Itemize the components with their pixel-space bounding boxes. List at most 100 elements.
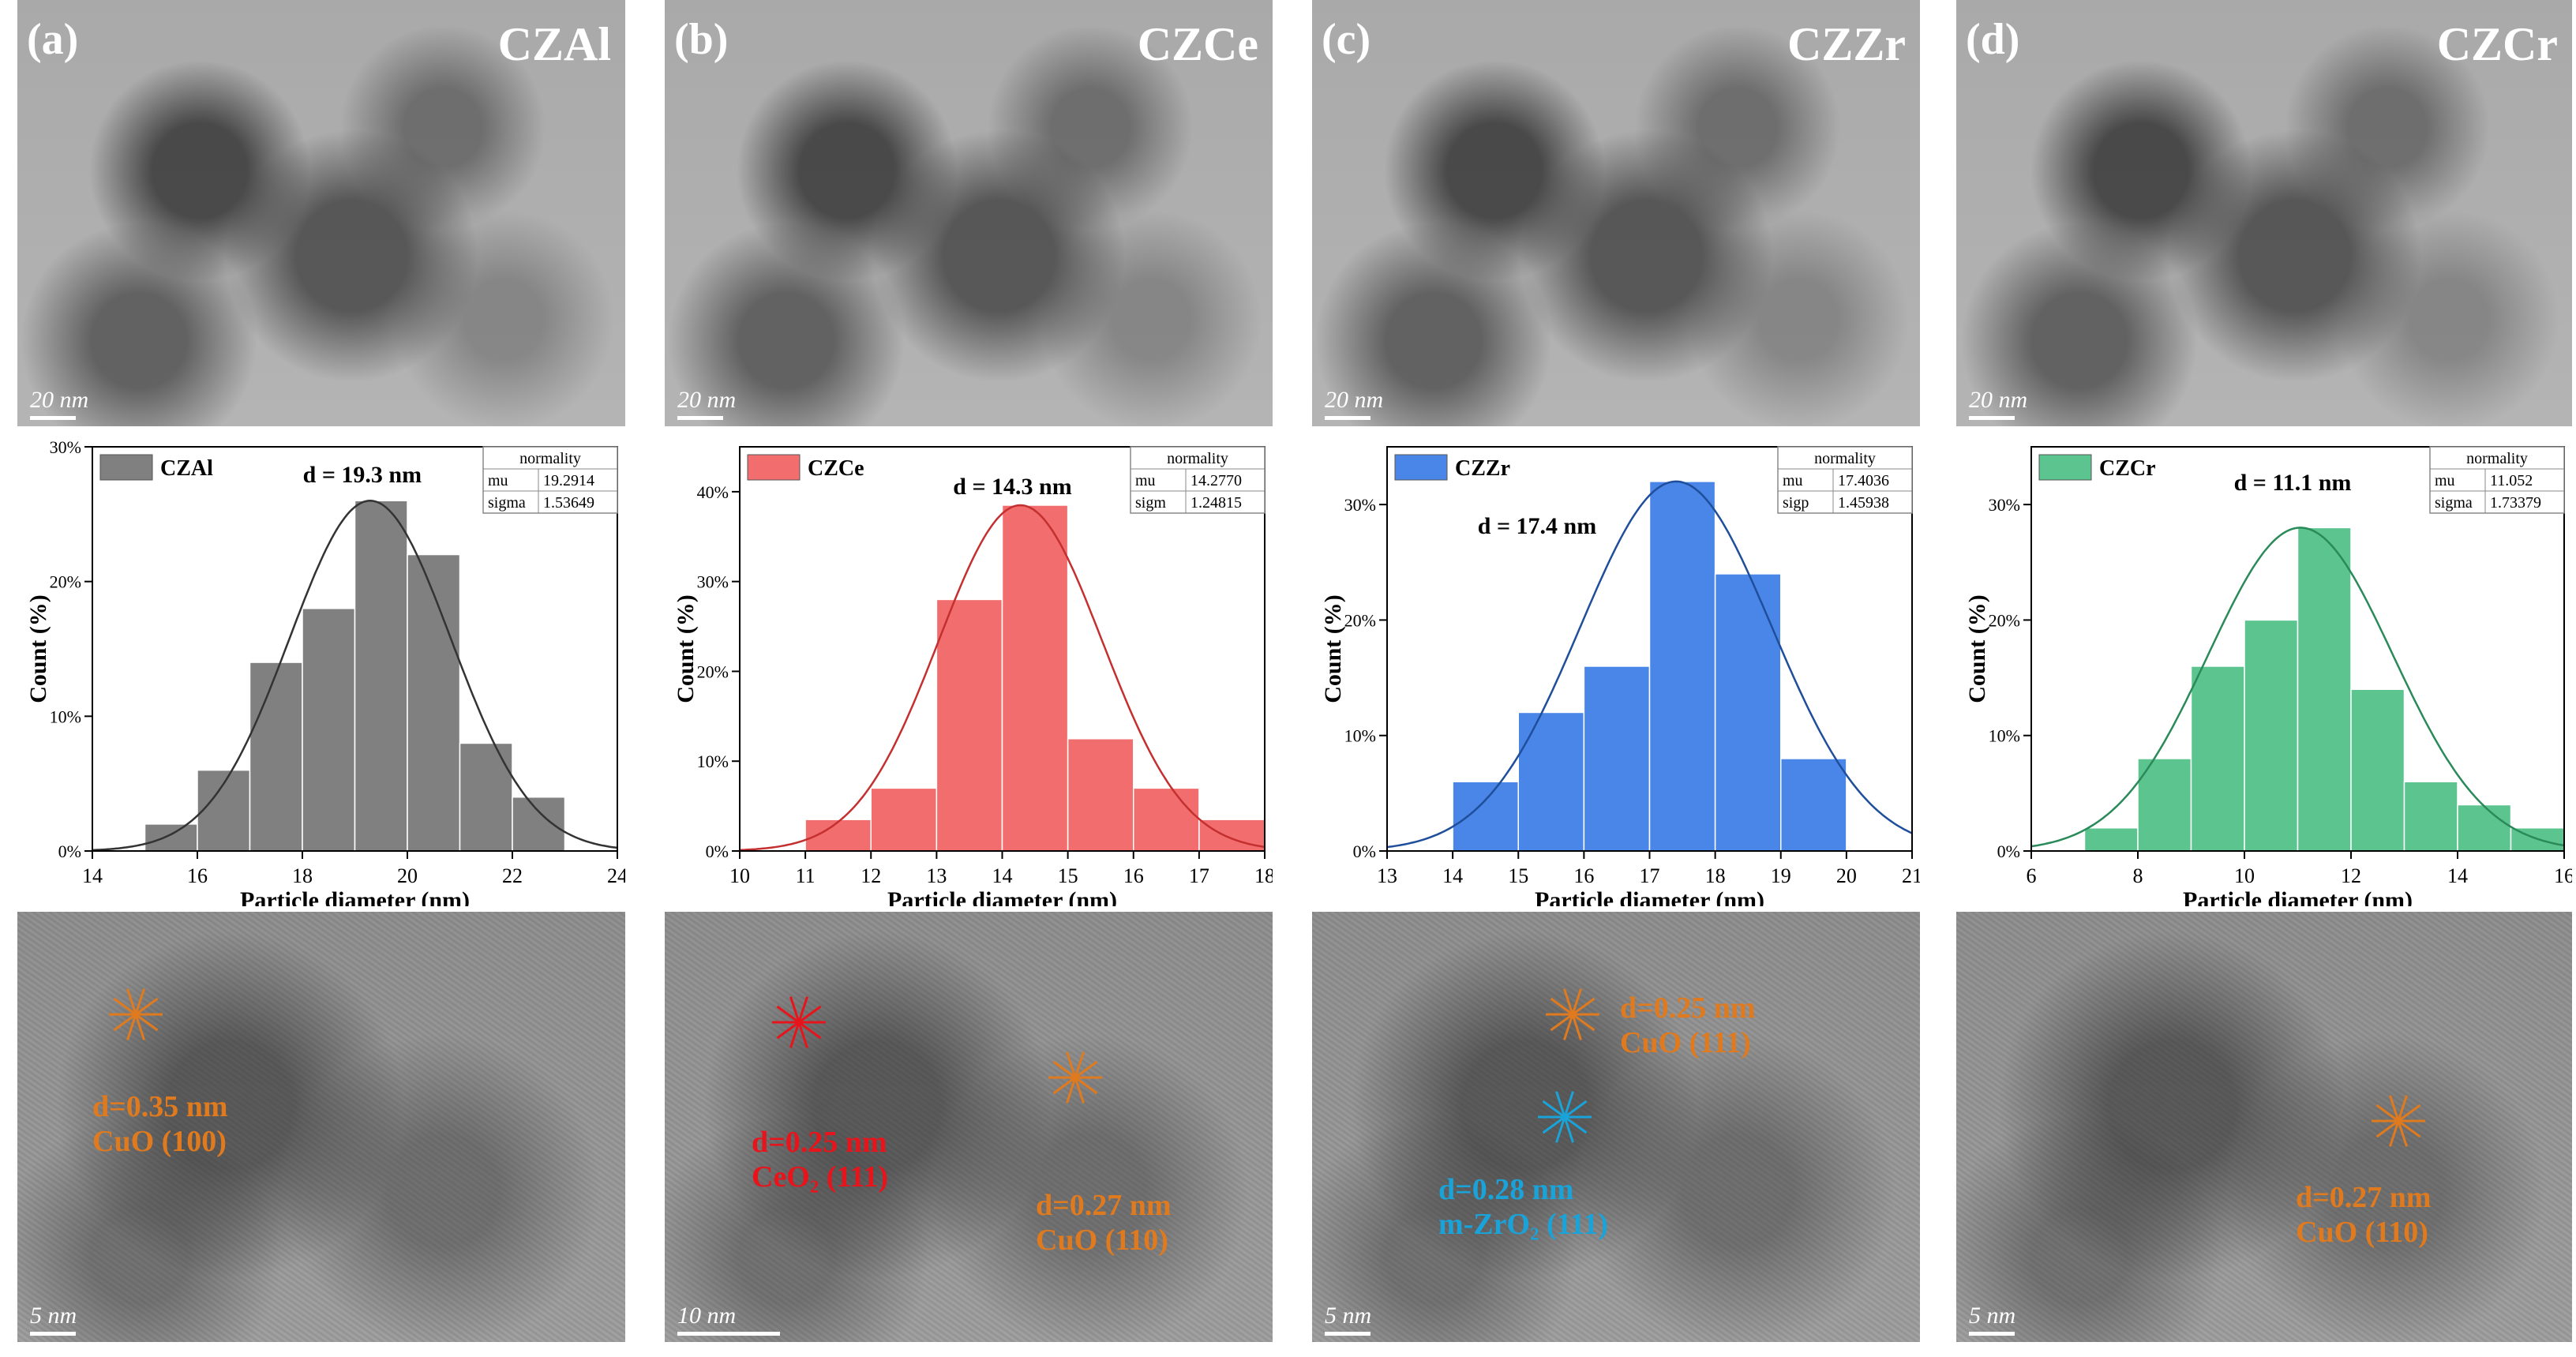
table-param-value: 1.53649 [543,494,594,512]
x-tick-label: 15 [1508,864,1528,887]
histogram-bar [144,823,198,852]
scale-bar [30,416,76,420]
x-axis-label: Particle diameter (nm) [2183,887,2413,906]
histogram-bar [936,598,1003,852]
normality-table: normality mu 19.2914 sigma 1.53649 [482,446,618,514]
hrtem-image: 10 nm d=0.25 nm CeO₂ (111) d=0.27 nm CuO (11… [665,912,1273,1342]
mean-annotation: d = 14.3 nm [953,474,1071,500]
x-tick-label: 8 [2133,864,2143,887]
table-param-name: sigp [1783,494,1809,512]
plot-frame [92,446,618,852]
table-param-name: sigm [1135,494,1166,512]
panel-column-2: (b) CZCe 20 nm 10 11 12 13 14 15 16 17 18 0% 10% 20% 30… [665,0,1273,1357]
scale-bar [1325,1332,1370,1336]
d-spacing-label: d=0.35 nm [92,1090,228,1123]
crystal-plane-label: CuO (110) [1036,1224,1168,1257]
lattice-fringe-marker [772,996,826,1048]
crystal-plane-label: m-ZrO₂ (111) [1438,1208,1609,1241]
hrtem-image: 5 nm d=0.27 nm CuO (110) [1956,912,2572,1342]
table-param-value: 19.2914 [543,472,594,489]
table-param-value: 17.4036 [1838,472,1889,489]
mean-annotation: d = 19.3 nm [303,462,422,488]
sample-name: CZZr [1787,18,1906,70]
crystal-plane-label: CuO (110) [2296,1216,2428,1249]
x-tick-label: 20 [1836,864,1857,887]
histogram-bar [1780,758,1847,852]
x-tick-label: 13 [1377,864,1397,887]
x-tick-label: 17 [1189,864,1209,887]
legend-swatch [1394,454,1448,481]
x-tick-label: 12 [861,864,881,887]
x-tick-label: 17 [1640,864,1660,887]
histogram-bar [870,787,938,852]
y-tick-label: 20% [1989,610,2020,630]
y-tick-label: 10% [1989,726,2020,746]
panel-letter: (b) [674,15,729,64]
lattice-fringe-marker [1048,1051,1102,1104]
histogram-bar [302,608,356,852]
x-axis-label: Particle diameter (nm) [240,887,470,906]
tem-image: (a) CZAl 20 nm [17,0,625,426]
normality-table: normality mu 17.4036 sigp 1.45938 [1777,446,1913,514]
normality-table: normality mu 11.052 sigma 1.73379 [2429,446,2565,514]
scale-bar-label: 20 nm [30,387,89,413]
lattice-fringe-marker [1546,988,1599,1040]
histogram-bar [407,553,461,852]
sample-name: CZCr [2436,18,2558,70]
y-axis-label: Count (%) [1964,594,1990,703]
scale-bar-label: 5 nm [1325,1303,1372,1329]
lattice-annotation: d=0.25 nm CuO (111) [1620,991,1756,1060]
sample-name: CZCe [1137,18,1258,70]
y-tick-label: 20% [50,572,81,592]
histogram-bar [2457,804,2512,852]
tem-image: (d) CZCr 20 nm [1956,0,2572,426]
lattice-annotation: d=0.25 nm CeO₂ (111) [752,1125,888,1194]
x-tick-label: 18 [1254,864,1273,887]
histogram-bar [1452,781,1519,852]
d-spacing-label: d=0.28 nm [1438,1173,1574,1206]
legend-label: CZCe [808,456,864,481]
histogram-chart: 10 11 12 13 14 15 16 17 18 0% 10% 20% 30% 40% Particle… [673,446,1273,906]
x-tick-label: 16 [187,864,208,887]
table-param-name: mu [2435,472,2455,489]
x-tick-label: 14 [1442,864,1463,887]
scale-bar-label: 5 nm [1969,1303,2016,1329]
hrtem-image: 5 nm d=0.25 nm CuO (111) d=0.28 nm m-ZrO₂ (1… [1312,912,1920,1342]
d-spacing-label: d=0.27 nm [1036,1189,1172,1222]
x-tick-label: 10 [2234,864,2255,887]
scale-bar-label: 5 nm [30,1303,77,1329]
histogram-bar [1067,738,1134,852]
panel-column-4: (d) CZCr 20 nm 6 8 10 12 14 16 0% 10% 20% 30% Particl… [1956,0,2572,1357]
x-tick-label: 11 [796,864,816,887]
y-axis-label: Count (%) [1320,594,1346,703]
panel-column-3: (c) CZZr 20 nm 13 14 15 16 17 18 19 20 21 0% 10% 20% 30… [1312,0,1920,1357]
table-param-name: mu [1135,472,1156,489]
histogram-bar [1198,819,1266,852]
histogram-bar [354,500,408,852]
histogram-bar [1583,665,1651,852]
panel-letter: (d) [1966,15,2020,64]
panel-column-1: (a) CZAl 20 nm 14 16 18 20 22 24 0% 10% 20% 30% Parti… [17,0,625,1357]
x-tick-label: 20 [397,864,418,887]
y-tick-label: 10% [697,752,729,771]
scale-bar [30,1332,76,1336]
histogram-bar [1517,711,1585,852]
scale-bar-label: 20 nm [1325,387,1384,413]
x-tick-label: 10 [729,864,750,887]
crystal-plane-label: CuO (100) [92,1125,227,1158]
d-spacing-label: d=0.25 nm [752,1126,887,1159]
y-tick-label: 0% [1997,842,2020,861]
histogram-bar [2403,781,2458,852]
tem-image: (b) CZCe 20 nm [665,0,1273,426]
x-tick-label: 19 [1771,864,1791,887]
sample-name: CZAl [497,18,611,70]
legend-label: CZAl [160,456,213,481]
panel-letter: (c) [1322,15,1371,64]
table-param-value: 14.2770 [1191,472,1242,489]
crystal-plane-label: CeO₂ (111) [752,1160,888,1194]
histogram-bar [1133,787,1200,852]
y-tick-label: 10% [1344,726,1376,746]
histogram-bar [459,742,513,852]
x-tick-label: 15 [1058,864,1078,887]
mean-annotation: d = 11.1 nm [2234,470,2352,496]
